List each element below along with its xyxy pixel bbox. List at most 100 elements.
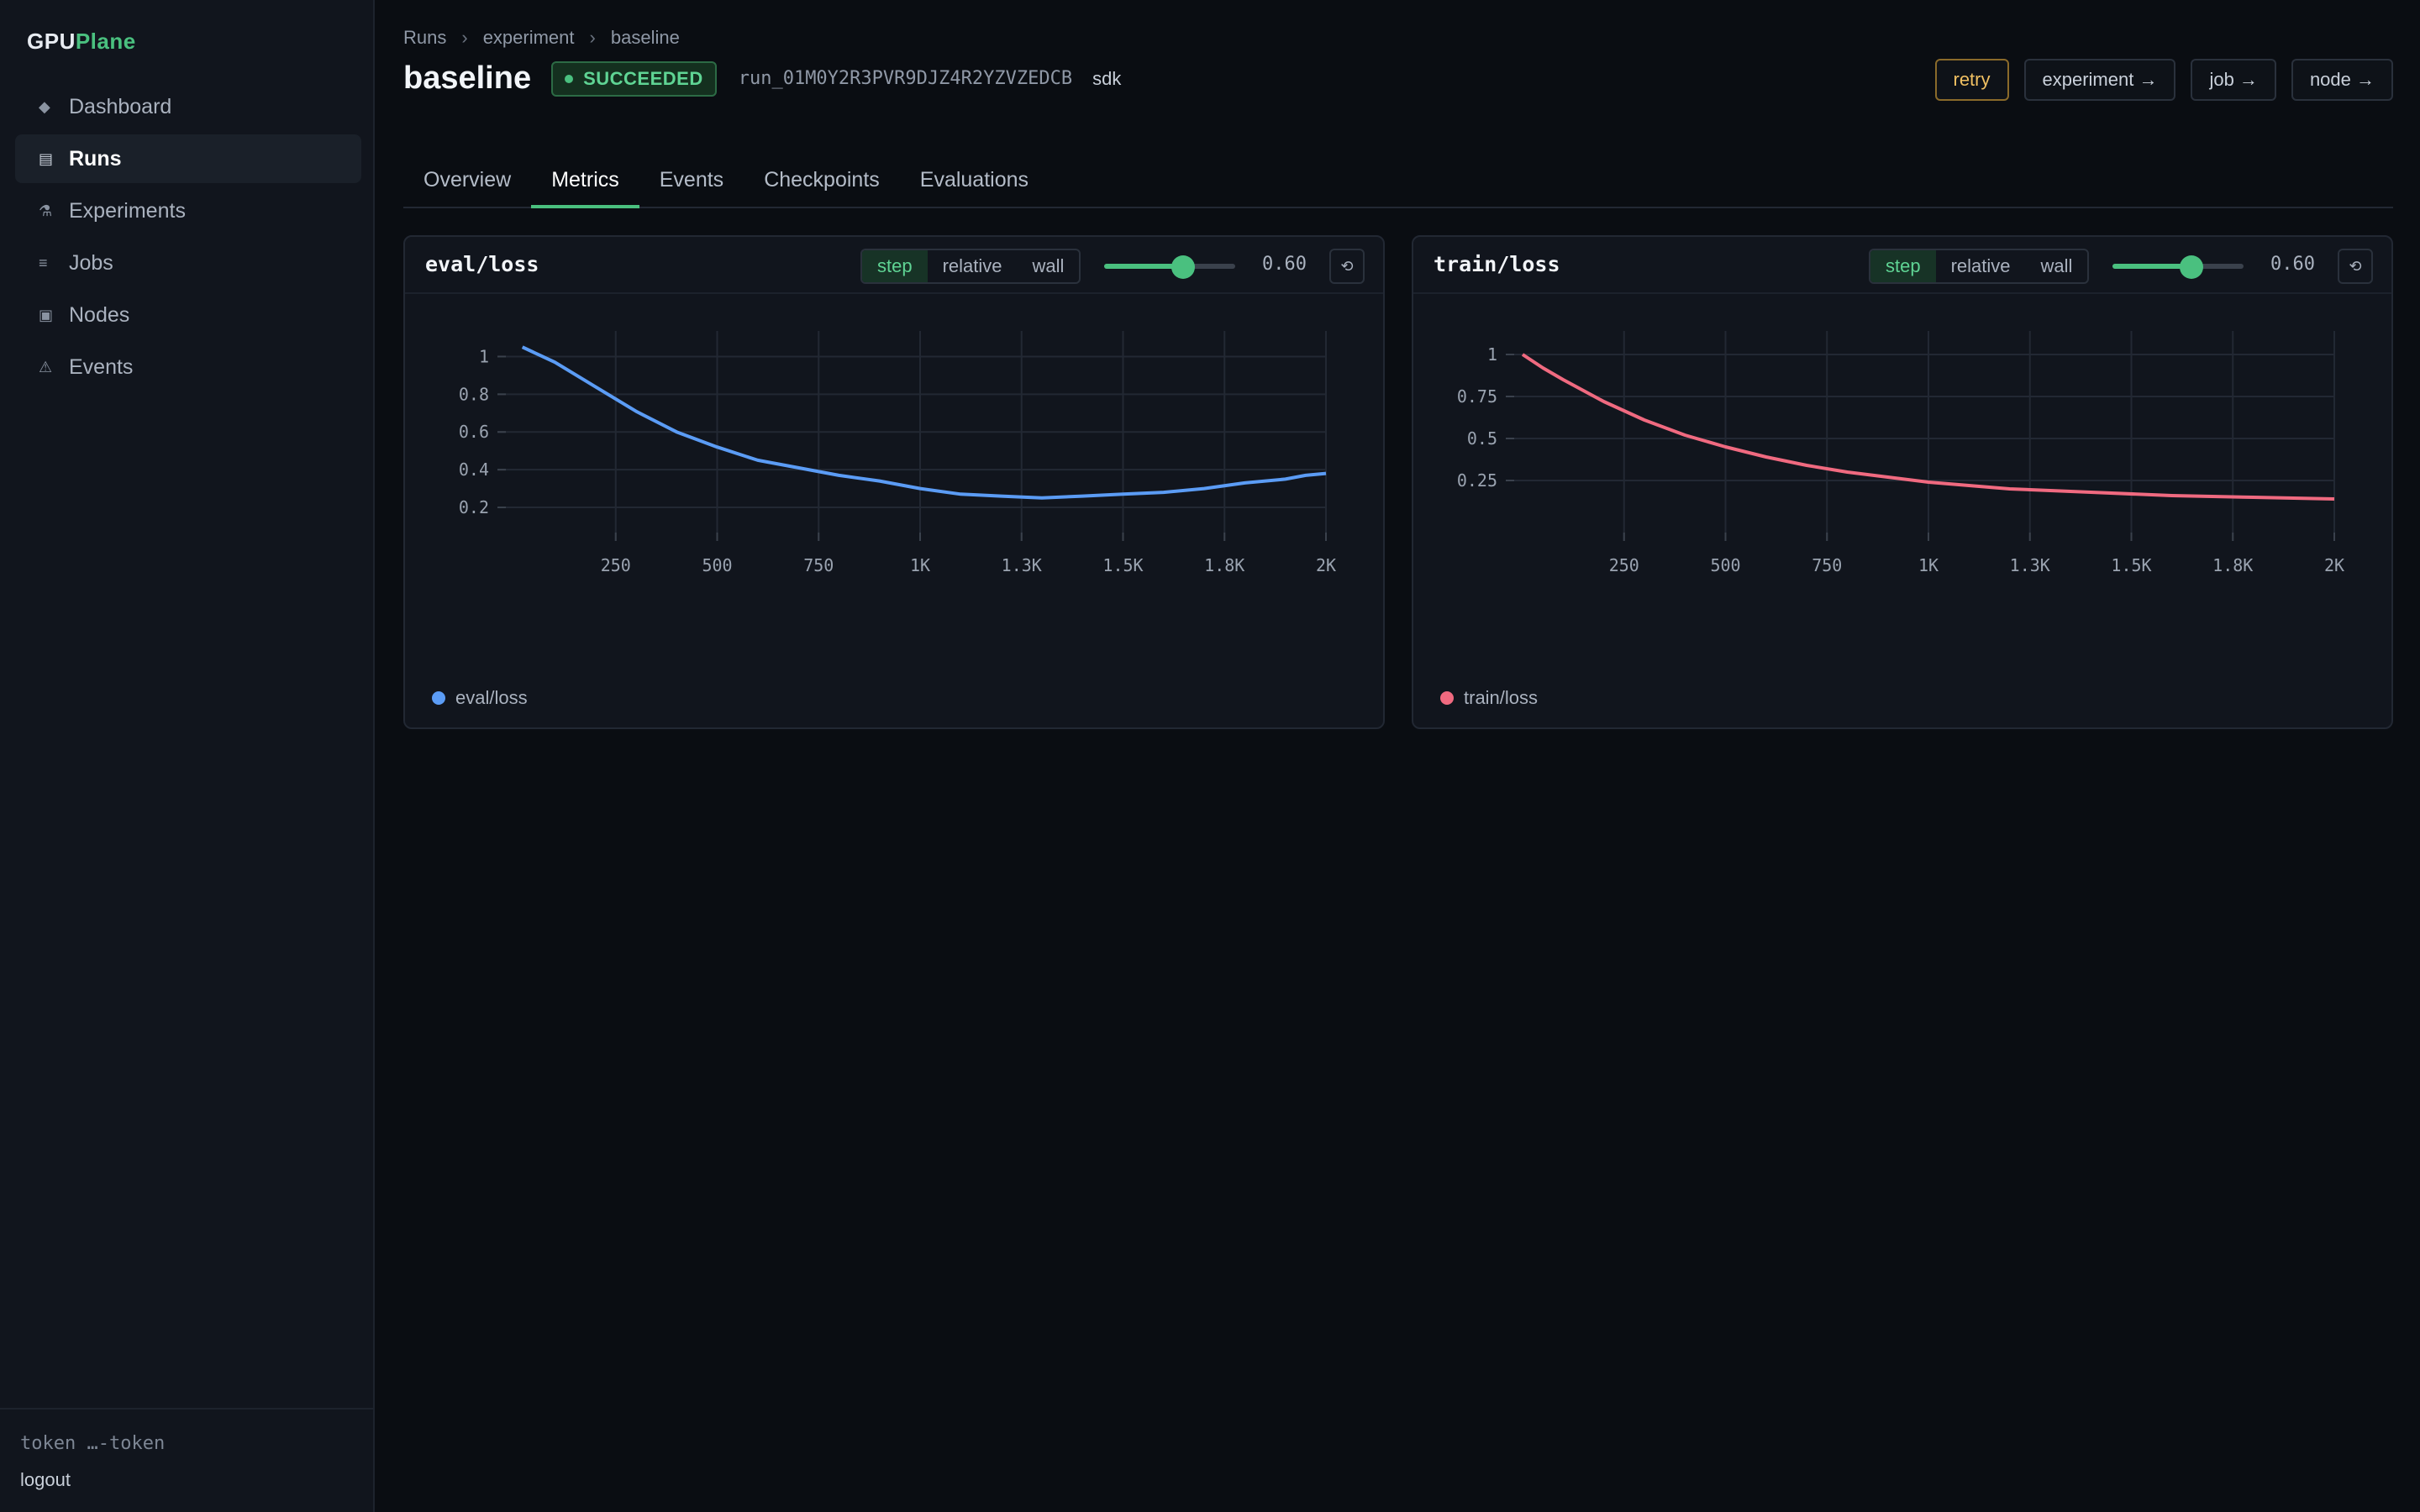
breadcrumb: Runs › experiment › baseline [403,27,680,49]
x-tick-label: 2K [2324,555,2344,575]
x-tick-label: 1.8K [1204,555,1244,575]
sidebar-item-events[interactable]: ⚠ Events [15,343,361,391]
x-tick-label: 1K [910,555,930,575]
header-actions: retry experiment → job → node → [1934,59,2393,101]
smoothing-slider[interactable] [2112,255,2244,279]
sidebar-item-label: Jobs [69,250,113,275]
x-tick-label: 1.5K [1102,555,1143,575]
breadcrumb-experiment[interactable]: experiment [482,27,575,48]
series-raw-line [522,346,1327,499]
reset-zoom-button[interactable]: ⟲ [2338,249,2373,284]
x-tick-label: 1K [1918,555,1939,575]
breadcrumb-separator: › [461,27,468,48]
sidebar-item-runs[interactable]: ▤ Runs [15,134,361,183]
page-title: baseline [403,60,532,96]
panel-header: train/loss step relative wall 0.60 ⟲ [1413,237,2391,294]
breadcrumb-separator: › [589,27,596,48]
tab-overview[interactable]: Overview [424,168,512,192]
tab-bar: Overview Metrics Events Checkpoints Eval… [403,156,2393,208]
y-tick-label: 0.2 [459,497,489,517]
sidebar: GPUPlane ◆ Dashboard ▤ Runs ⚗ Experiments ≡… [0,0,375,1512]
sidebar-item-jobs[interactable]: ≡ Jobs [15,239,361,287]
brand-logo[interactable]: GPUPlane [27,29,136,55]
node-link-button[interactable]: node → [2291,59,2393,101]
y-tick-label: 0.5 [1467,428,1497,449]
sidebar-item-label: Experiments [69,198,186,223]
status-dot-icon [565,74,574,83]
logout-link[interactable]: logout [20,1469,71,1490]
sidebar-item-dashboard[interactable]: ◆ Dashboard [15,82,361,131]
slider-fill [1104,264,1183,269]
x-mode-wall[interactable]: wall [2040,255,2073,276]
train-loss-chart[interactable]: 250 500 750 1K 1.3K 1.5K 1.8K 2K 1 0.75 0.5 0.25 [1413,296,2391,640]
tab-evaluations[interactable]: Evaluations [919,168,1029,192]
legend-label: eval/loss [455,687,528,708]
x-tick-label: 250 [1609,555,1639,575]
reset-icon: ⟲ [1340,257,1354,275]
brand-suffix: Plane [75,29,136,54]
x-axis-mode-toggle: step relative wall [860,249,1081,284]
breadcrumb-current: baseline [610,27,680,48]
list-icon: ≡ [39,254,48,271]
job-link-button[interactable]: job → [2191,59,2276,101]
panel-title: train/loss [1434,252,1560,276]
run-id: run_01M0Y2R3PVR9DJZ4R2YZVZEDCB [738,68,1073,89]
sidebar-item-experiments[interactable]: ⚗ Experiments [15,186,361,235]
y-tick-label: 1 [479,346,489,366]
title-row: baseline SUCCEEDED run_01M0Y2R3PVR9DJZ4R… [403,60,1121,97]
series-line [521,345,1327,500]
sidebar-item-label: Runs [69,146,122,171]
slider-thumb[interactable] [1171,255,1195,279]
x-axis-mode-toggle: step relative wall [1869,249,2090,284]
y-tick-label: 0.4 [459,459,489,480]
breadcrumb-runs[interactable]: Runs [403,27,447,48]
series-line [1521,353,2335,501]
sidebar-item-label: Dashboard [69,94,172,118]
tab-checkpoints[interactable]: Checkpoints [764,168,880,192]
panel-title: eval/loss [425,252,539,276]
node-icon: ▣ [39,306,54,323]
smoothing-value: 0.60 [1262,254,1307,275]
x-tick-label: 1.3K [1002,555,1042,575]
slider-fill [2112,264,2191,269]
sidebar-nav: ◆ Dashboard ▤ Runs ⚗ Experiments ≡ Jobs ▣ Nod… [15,82,361,395]
brand-prefix: GPU [27,29,76,54]
run-source: sdk [1092,67,1122,89]
x-tick-label: 750 [803,555,834,575]
reset-zoom-button[interactable]: ⟲ [1329,249,1365,284]
chart-legend: eval/loss [432,687,528,709]
reset-icon: ⟲ [2349,257,2362,275]
x-tick-label: 500 [702,555,732,575]
x-mode-step[interactable]: step [862,250,928,282]
runs-icon: ▤ [39,150,54,167]
x-mode-relative[interactable]: relative [1950,255,2011,276]
warning-icon: ⚠ [39,358,53,375]
status-label: SUCCEEDED [583,67,703,89]
tab-events[interactable]: Events [659,168,724,192]
y-tick-label: 0.75 [1457,386,1497,407]
smoothing-value: 0.60 [2270,254,2315,275]
slider-thumb[interactable] [2179,255,2203,279]
x-mode-step[interactable]: step [1870,250,1936,282]
metric-panel-train-loss: train/loss step relative wall 0.60 ⟲ 250… [1412,235,2393,729]
experiment-link-button[interactable]: experiment → [2023,59,2176,101]
y-tick-label: 0.8 [459,384,489,404]
retry-button[interactable]: retry [1934,59,2009,101]
smoothing-slider[interactable] [1104,255,1235,279]
panel-header: eval/loss step relative wall 0.60 ⟲ [405,237,1383,294]
y-tick-label: 0.6 [459,422,489,442]
x-mode-relative[interactable]: relative [942,255,1002,276]
sidebar-item-nodes[interactable]: ▣ Nodes [15,291,361,339]
tab-metrics[interactable]: Metrics [531,156,639,208]
status-badge: SUCCEEDED [551,60,717,97]
token-label: token …-token [20,1433,166,1454]
sidebar-item-label: Nodes [69,302,130,327]
diamond-icon: ◆ [39,97,50,115]
x-tick-label: 1.3K [2010,555,2050,575]
chart-legend: train/loss [1440,687,1538,709]
y-tick-label: 0.25 [1457,470,1497,491]
x-mode-wall[interactable]: wall [1032,255,1065,276]
x-tick-label: 1.5K [2111,555,2151,575]
eval-loss-chart[interactable]: 250 500 750 1K 1.3K 1.5K 1.8K 2K 1 0.8 0.6 0.4 0.2 [405,296,1383,640]
x-tick-label: 1.8K [2212,555,2253,575]
